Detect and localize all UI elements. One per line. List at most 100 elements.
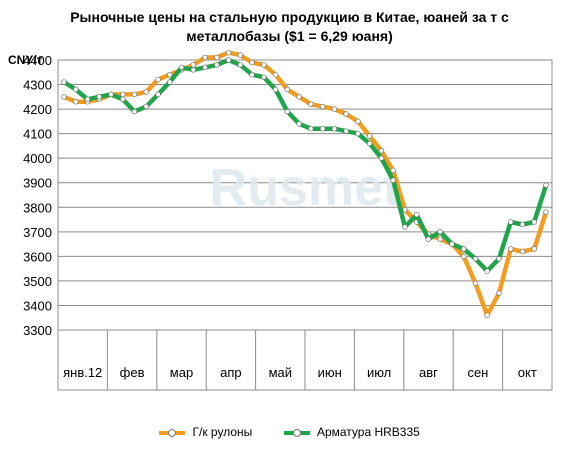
x-tick-label-7: авг: [419, 365, 438, 380]
y-tick-label-3400: 3400: [23, 298, 52, 313]
x-tick-label-1: фев: [120, 365, 145, 380]
series-1-point-18: [272, 86, 279, 93]
series-0-point-32: [437, 236, 443, 242]
y-tick-label-3700: 3700: [23, 225, 52, 240]
series-0-point-34: [461, 253, 467, 260]
y-tick-label-3500: 3500: [23, 274, 52, 289]
series-1-point-10: [178, 64, 185, 71]
legend-item-hot-rolled: Г/к рулоны: [159, 425, 252, 439]
series-0-point-37: [496, 290, 502, 296]
series-0-point-6: [131, 91, 138, 98]
series-0-point-9: [167, 72, 173, 78]
x-tick-label-8: сен: [467, 365, 488, 380]
series-1-point-31: [425, 236, 432, 242]
y-tick-label-3800: 3800: [23, 200, 52, 215]
series-0-point-22: [319, 103, 326, 110]
series-1-point-15: [237, 62, 244, 68]
y-tick-label-3900: 3900: [23, 176, 52, 191]
series-0-point-23: [331, 106, 338, 112]
series-1-point-9: [167, 79, 173, 85]
legend: Г/к рулоны Арматура HRB335: [0, 424, 579, 439]
series-0-point-13: [214, 54, 220, 61]
series-0-point-7: [143, 89, 149, 95]
series-0-point-25: [355, 118, 361, 125]
series-1-point-1: [73, 86, 79, 93]
series-1-point-12: [202, 64, 208, 71]
x-tick-label-4: май: [269, 365, 292, 380]
series-0-point-40: [531, 246, 537, 252]
y-tick-label-4100: 4100: [23, 127, 52, 142]
series-0-point-0: [61, 94, 67, 100]
series-1-point-6: [131, 108, 138, 115]
y-tick-label-4000: 4000: [23, 151, 52, 166]
series-1-point-19: [284, 108, 291, 115]
series-1-point-2: [84, 96, 91, 102]
y-tick-label-4200: 4200: [23, 102, 52, 117]
series-1-point-36: [484, 268, 490, 274]
x-tick-label-2: мар: [170, 365, 193, 380]
series-1-point-24: [343, 128, 349, 134]
series-0-point-16: [249, 59, 255, 66]
series-1-point-40: [531, 219, 537, 225]
x-tick-label-6: июл: [367, 365, 391, 380]
series-0-point-17: [261, 62, 267, 68]
series-0-point-5: [120, 91, 126, 98]
x-tick-label-5: июн: [318, 365, 342, 380]
y-tick-label-3300: 3300: [23, 323, 52, 338]
series-0-point-38: [508, 246, 514, 252]
series-0-point-26: [366, 133, 373, 139]
series-0-point-14: [225, 49, 232, 56]
series-1-point-17: [261, 74, 267, 80]
series-0-point-35: [472, 280, 479, 287]
y-tick-label-3600: 3600: [23, 249, 52, 264]
legend-item-rebar: Арматура HRB335: [283, 424, 420, 439]
series-0-point-18: [272, 72, 279, 78]
series-1-point-26: [366, 140, 373, 147]
series-0-point-39: [519, 248, 526, 255]
watermark-text: Rusmet: [210, 159, 401, 217]
series-1-point-33: [449, 241, 455, 247]
y-axis-label: CNY/т: [8, 53, 43, 67]
series-1-point-21: [308, 126, 314, 132]
chart-title-line-1: Рыночные цены на стальную продукцию в Ки…: [70, 9, 509, 25]
series-1-point-13: [214, 62, 220, 68]
series-0-point-27: [378, 148, 385, 154]
chart-title: Рыночные цены на стальную продукцию в Ки…: [0, 8, 579, 46]
series-0-point-24: [343, 111, 349, 117]
legend-swatch-rebar: [283, 428, 310, 437]
legend-label-rebar: Арматура HRB335: [316, 424, 420, 439]
chart-title-line-2: металлобазы ($1 = 6,29 юаня): [186, 28, 393, 44]
series-1-point-39: [519, 221, 526, 228]
series-0-point-36: [484, 312, 490, 318]
series-0-point-15: [237, 52, 244, 58]
legend-label-hot-rolled: Г/к рулоны: [192, 424, 253, 439]
series-1-point-16: [249, 72, 255, 78]
series-1-point-23: [331, 126, 338, 132]
series-1-point-0: [61, 79, 67, 85]
series-1-point-25: [355, 130, 361, 137]
series-1-point-37: [496, 256, 502, 262]
series-1-point-8: [155, 91, 161, 98]
series-1-point-38: [508, 219, 514, 225]
series-1-point-35: [472, 256, 479, 262]
series-0-point-20: [296, 94, 302, 100]
series-1-point-5: [120, 96, 126, 102]
series-1-point-34: [461, 246, 467, 252]
x-tick-label-0: янв.12: [63, 365, 102, 380]
x-tick-label-9: окт: [518, 365, 537, 380]
series-0-point-19: [284, 86, 291, 93]
series-1-point-28: [390, 177, 396, 183]
series-0-point-28: [390, 167, 396, 174]
legend-swatch-hot-rolled: [159, 428, 186, 437]
y-tick-label-4400: 4400: [23, 53, 52, 68]
series-1-point-29: [402, 224, 408, 230]
series-0-point-1: [73, 99, 79, 105]
series-1-point-41: [543, 182, 549, 188]
plot-area: янв.12 фев мар апр май июн июл авг сен окт 3300 340…: [8, 49, 553, 391]
series-0-point-12: [202, 54, 208, 61]
series-1-point-11: [190, 67, 197, 73]
series-0-point-41: [543, 209, 549, 215]
series-0-point-8: [155, 76, 161, 83]
series-0-point-11: [190, 62, 197, 68]
